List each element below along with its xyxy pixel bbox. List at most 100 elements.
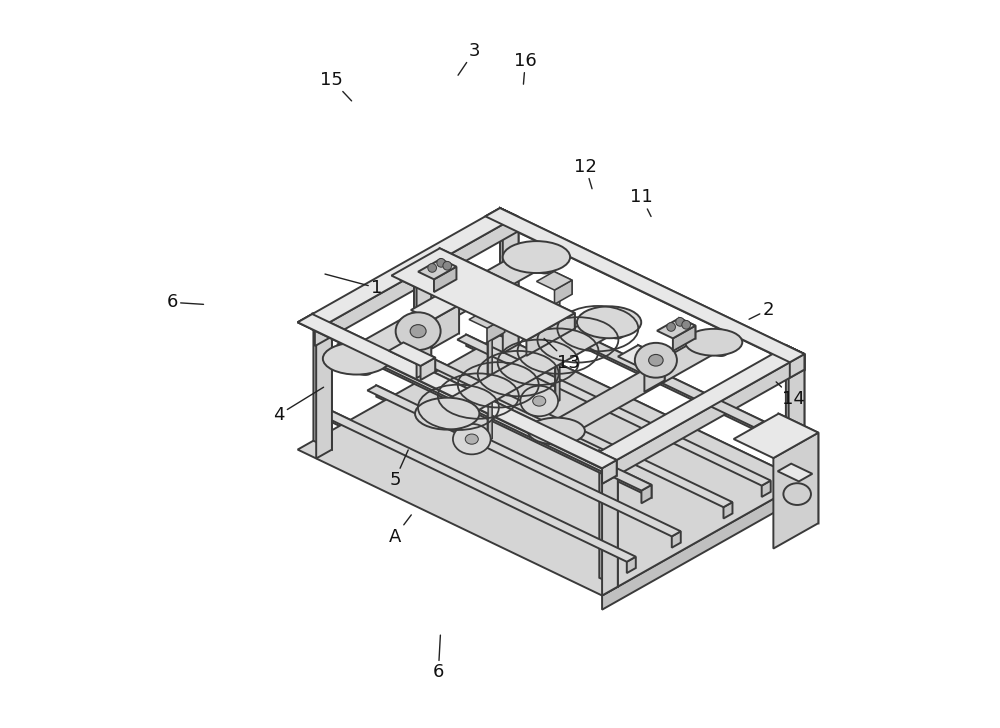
- Polygon shape: [322, 411, 636, 562]
- Polygon shape: [770, 345, 804, 363]
- Polygon shape: [602, 481, 804, 609]
- Polygon shape: [500, 336, 804, 496]
- Polygon shape: [432, 305, 459, 349]
- Polygon shape: [466, 335, 771, 492]
- Polygon shape: [331, 411, 636, 568]
- Polygon shape: [298, 314, 617, 468]
- Text: 14: 14: [776, 382, 805, 408]
- Text: 2: 2: [749, 301, 774, 320]
- Polygon shape: [602, 459, 618, 596]
- Text: 5: 5: [389, 450, 408, 489]
- Polygon shape: [376, 385, 681, 542]
- Polygon shape: [779, 414, 818, 523]
- Polygon shape: [526, 313, 575, 356]
- Polygon shape: [599, 451, 618, 587]
- Polygon shape: [440, 248, 575, 328]
- Polygon shape: [403, 342, 435, 372]
- Polygon shape: [447, 308, 625, 430]
- Polygon shape: [585, 346, 804, 468]
- Text: A: A: [389, 515, 411, 545]
- Polygon shape: [762, 480, 771, 497]
- Polygon shape: [500, 208, 519, 344]
- Polygon shape: [679, 318, 695, 339]
- Polygon shape: [483, 314, 492, 320]
- Polygon shape: [602, 354, 804, 484]
- Polygon shape: [312, 314, 617, 475]
- Ellipse shape: [635, 343, 677, 378]
- Polygon shape: [411, 295, 459, 320]
- Polygon shape: [551, 277, 560, 281]
- Polygon shape: [399, 271, 431, 288]
- Polygon shape: [484, 208, 519, 226]
- Polygon shape: [556, 331, 728, 445]
- Polygon shape: [778, 464, 812, 481]
- Polygon shape: [421, 357, 435, 380]
- Polygon shape: [457, 335, 771, 486]
- Polygon shape: [418, 259, 456, 280]
- Ellipse shape: [415, 397, 479, 430]
- Ellipse shape: [396, 312, 441, 350]
- Polygon shape: [298, 208, 517, 331]
- Polygon shape: [488, 317, 492, 441]
- Polygon shape: [556, 279, 560, 403]
- Polygon shape: [434, 266, 456, 292]
- Ellipse shape: [465, 434, 478, 444]
- Polygon shape: [554, 272, 572, 294]
- Polygon shape: [460, 275, 764, 434]
- Polygon shape: [417, 280, 431, 378]
- Circle shape: [443, 261, 452, 270]
- Text: 11: 11: [630, 189, 653, 216]
- Circle shape: [667, 323, 675, 331]
- Polygon shape: [554, 280, 572, 304]
- Ellipse shape: [649, 355, 663, 366]
- Polygon shape: [790, 354, 804, 378]
- Polygon shape: [389, 342, 435, 366]
- Polygon shape: [313, 314, 332, 450]
- Polygon shape: [298, 336, 804, 596]
- Polygon shape: [485, 208, 804, 363]
- Ellipse shape: [533, 396, 546, 406]
- Polygon shape: [602, 460, 617, 484]
- Polygon shape: [789, 354, 804, 490]
- Polygon shape: [500, 208, 804, 370]
- Polygon shape: [337, 339, 652, 491]
- Circle shape: [428, 264, 437, 272]
- Text: 3: 3: [458, 41, 480, 75]
- Polygon shape: [627, 557, 636, 573]
- Ellipse shape: [685, 329, 742, 356]
- Polygon shape: [487, 309, 505, 333]
- Polygon shape: [672, 531, 681, 547]
- Circle shape: [437, 258, 446, 267]
- Polygon shape: [487, 314, 492, 438]
- Ellipse shape: [503, 241, 570, 273]
- Polygon shape: [469, 309, 505, 328]
- Text: 4: 4: [273, 387, 324, 424]
- Polygon shape: [644, 358, 665, 392]
- Polygon shape: [786, 345, 804, 481]
- Text: 16: 16: [514, 52, 537, 84]
- Polygon shape: [428, 356, 732, 513]
- Polygon shape: [791, 464, 812, 485]
- Text: 6: 6: [167, 293, 204, 312]
- Polygon shape: [500, 208, 517, 232]
- Polygon shape: [487, 318, 505, 342]
- Polygon shape: [315, 216, 517, 346]
- Polygon shape: [441, 259, 456, 280]
- Ellipse shape: [410, 325, 426, 338]
- Polygon shape: [657, 318, 695, 339]
- Text: 12: 12: [574, 158, 597, 189]
- Polygon shape: [391, 248, 575, 340]
- Circle shape: [676, 317, 684, 326]
- Polygon shape: [584, 451, 618, 468]
- Polygon shape: [536, 272, 572, 290]
- Polygon shape: [298, 314, 332, 331]
- Text: 1: 1: [325, 274, 382, 297]
- Polygon shape: [618, 345, 665, 369]
- Polygon shape: [799, 474, 812, 493]
- Polygon shape: [316, 323, 332, 459]
- Ellipse shape: [323, 343, 390, 374]
- Polygon shape: [449, 275, 764, 427]
- Text: 13: 13: [544, 339, 580, 371]
- Polygon shape: [734, 414, 818, 458]
- Polygon shape: [414, 271, 431, 370]
